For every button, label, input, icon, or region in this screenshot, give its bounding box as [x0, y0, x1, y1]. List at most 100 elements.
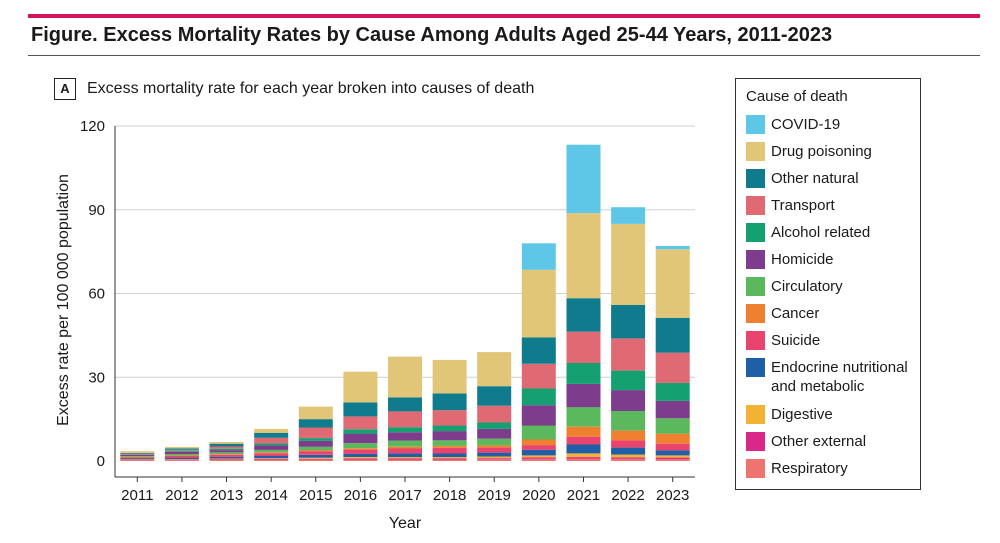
bar-segment-2015-cancer [298, 450, 333, 452]
bar-segment-2015-suicide [298, 451, 333, 455]
title-divider [28, 55, 980, 56]
bar-segment-2016-alcohol-related [343, 429, 378, 434]
legend-swatch [746, 358, 765, 377]
x-tick-label-2022: 2022 [611, 487, 644, 504]
bar-segment-2018-suicide [432, 447, 467, 454]
panel-title: Excess mortality rate for each year brok… [87, 80, 535, 97]
bar-segment-2016-transport [343, 416, 378, 430]
legend-label: Cancer [771, 305, 820, 322]
bar-segment-2021-digestive [566, 453, 601, 458]
legend-item-drug-poisoning: Drug poisoning [746, 142, 921, 161]
bar-segment-2018-homicide [432, 431, 467, 441]
bar-segment-2014-digestive [254, 458, 289, 459]
bar-segment-2013-endocrine-nutritional-and-metabolic [209, 456, 244, 459]
bar-segment-2012-cancer [164, 455, 199, 456]
bar-segment-2018-transport [432, 410, 467, 426]
bar-segment-2011-digestive [120, 459, 155, 460]
legend-label: Digestive [771, 406, 833, 423]
bar-segment-2020-digestive [521, 455, 556, 458]
legend-label: Other natural [771, 170, 859, 187]
bar-segment-2019-digestive [477, 456, 512, 459]
bar-segment-2017-circulatory [388, 440, 422, 447]
top-accent-rule [28, 14, 980, 18]
bar-segment-2020-cancer [521, 439, 556, 446]
bar-segment-2016-circulatory [343, 443, 378, 449]
y-tick-label-90: 90 [88, 202, 105, 219]
bar-segment-2023-alcohol-related [655, 382, 690, 401]
legend-swatch [746, 115, 765, 134]
x-tick-label-2019: 2019 [478, 487, 511, 504]
bar-segment-2011-circulatory [120, 456, 155, 457]
bar-segment-2013-digestive [209, 458, 244, 460]
bar-segment-2015-drug-poisoning [298, 406, 333, 420]
legend-item-covid-19: COVID-19 [746, 115, 921, 134]
bar-segment-2022-digestive [611, 454, 646, 458]
bar-segment-2023-covid-19 [655, 246, 690, 250]
bar-segment-2011-drug-poisoning [120, 451, 155, 453]
bar-segment-2013-suicide [209, 454, 244, 457]
bar-segment-2022-endocrine-nutritional-and-metabolic [611, 447, 646, 455]
bar-segment-2021-respiratory [566, 458, 601, 461]
bar-layer [120, 144, 690, 461]
bar-segment-2022-transport [611, 338, 646, 371]
bar-segment-2023-circulatory [655, 418, 690, 434]
grid-layer [115, 125, 695, 378]
bar-segment-2013-transport [209, 446, 244, 449]
legend-swatch [746, 277, 765, 296]
bar-segment-2011-suicide [120, 457, 155, 459]
bar-segment-2011-other-external [120, 459, 155, 461]
x-tick-label-2017: 2017 [388, 487, 421, 504]
bar-segment-2014-other-natural [254, 432, 289, 438]
bar-segment-2021-homicide [566, 384, 601, 408]
legend-item-endocrine-nutritional-and-metabolic: Endocrine nutritional and metabolic [746, 358, 921, 396]
bar-segment-2011-transport [120, 453, 155, 455]
legend-swatch [746, 250, 765, 269]
bar-segment-2021-other-external [566, 457, 601, 459]
bar-segment-2020-respiratory [521, 458, 556, 461]
x-axis-title: Year [389, 515, 422, 532]
bar-segment-2018-other-natural [432, 393, 467, 411]
bar-segment-2012-alcohol-related [164, 450, 199, 452]
bar-segment-2012-transport [164, 449, 199, 451]
legend-swatch [746, 405, 765, 424]
legend: Cause of death COVID-19 Drug poisoning Oth… [735, 78, 921, 490]
bar-segment-2013-other-natural [209, 443, 244, 447]
bar-segment-2021-covid-19 [566, 144, 601, 214]
bar-segment-2017-other-external [388, 458, 422, 460]
bar-segment-2022-drug-poisoning [611, 224, 646, 305]
legend-item-transport: Transport [746, 196, 921, 215]
bar-segment-2021-suicide [566, 436, 601, 445]
bar-segment-2021-endocrine-nutritional-and-metabolic [566, 444, 601, 454]
x-tick-label-2018: 2018 [433, 487, 466, 504]
bar-segment-2014-drug-poisoning [254, 428, 289, 433]
bar-segment-2018-other-external [432, 458, 467, 460]
bar-segment-2014-respiratory [254, 459, 289, 461]
bar-segment-2013-circulatory [209, 452, 244, 454]
y-tick-label-60: 60 [88, 286, 105, 303]
legend-label: Circulatory [771, 278, 843, 295]
legend-item-cancer: Cancer [746, 304, 921, 323]
legend-item-alcohol-related: Alcohol related [746, 223, 921, 242]
bar-segment-2013-respiratory [209, 459, 244, 461]
x-tick-label-2012: 2012 [165, 487, 198, 504]
panel-label-badge: A [54, 78, 76, 100]
x-tick-label-2011: 2011 [121, 487, 153, 504]
bar-segment-2020-homicide [521, 405, 556, 426]
bar-segment-2016-respiratory [343, 459, 378, 461]
bar-segment-2012-suicide [164, 456, 199, 458]
bar-segment-2022-respiratory [611, 458, 646, 461]
bar-segment-2019-other-natural [477, 386, 512, 406]
legend-item-homicide: Homicide [746, 250, 921, 269]
legend-label: Alcohol related [771, 224, 871, 241]
bar-segment-2023-other-natural [655, 317, 690, 353]
bar-segment-2022-cancer [611, 430, 646, 441]
x-tick-label-2013: 2013 [210, 487, 243, 504]
bar-segment-2020-covid-19 [521, 243, 556, 270]
legend-swatch [746, 304, 765, 323]
x-tick-label-2023: 2023 [656, 487, 689, 504]
bar-segment-2021-other-natural [566, 298, 601, 332]
bar-segment-2019-cancer [477, 445, 512, 448]
bar-segment-2015-other-natural [298, 419, 333, 428]
legend-label: Respiratory [771, 460, 848, 477]
